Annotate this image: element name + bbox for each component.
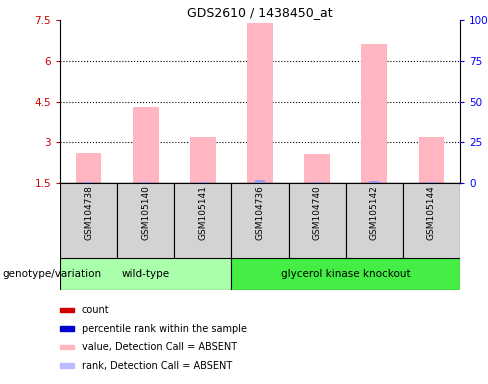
Bar bbox=[60, 183, 117, 258]
Text: GSM105142: GSM105142 bbox=[370, 185, 379, 240]
Text: GSM105140: GSM105140 bbox=[141, 185, 150, 240]
Bar bbox=[198, 182, 208, 183]
Text: value, Detection Call = ABSENT: value, Detection Call = ABSENT bbox=[82, 342, 237, 352]
Bar bbox=[255, 180, 265, 183]
Bar bbox=[60, 308, 74, 313]
Bar bbox=[247, 23, 273, 183]
Text: genotype/variation: genotype/variation bbox=[2, 269, 101, 279]
Text: GSM105144: GSM105144 bbox=[427, 185, 436, 240]
Bar bbox=[60, 345, 74, 349]
Bar bbox=[60, 363, 74, 368]
Text: GSM105141: GSM105141 bbox=[198, 185, 207, 240]
Text: count: count bbox=[82, 305, 110, 315]
Bar bbox=[231, 183, 288, 258]
Text: wild-type: wild-type bbox=[122, 269, 170, 279]
Bar bbox=[133, 107, 159, 183]
Title: GDS2610 / 1438450_at: GDS2610 / 1438450_at bbox=[187, 6, 333, 19]
Bar bbox=[83, 182, 94, 183]
Bar bbox=[190, 137, 216, 183]
Text: percentile rank within the sample: percentile rank within the sample bbox=[82, 324, 247, 334]
Bar bbox=[346, 183, 403, 258]
Text: GSM104736: GSM104736 bbox=[256, 185, 264, 240]
Bar bbox=[362, 45, 387, 183]
Bar bbox=[76, 153, 102, 183]
Bar bbox=[231, 258, 460, 290]
Text: rank, Detection Call = ABSENT: rank, Detection Call = ABSENT bbox=[82, 361, 232, 371]
Bar bbox=[305, 154, 330, 183]
Bar bbox=[174, 183, 231, 258]
Bar bbox=[117, 183, 174, 258]
Bar bbox=[427, 182, 437, 183]
Bar bbox=[403, 183, 460, 258]
Bar bbox=[312, 182, 322, 183]
Bar bbox=[60, 326, 74, 331]
Bar bbox=[60, 258, 231, 290]
Text: glycerol kinase knockout: glycerol kinase knockout bbox=[281, 269, 410, 279]
Bar bbox=[369, 181, 380, 183]
Bar bbox=[419, 137, 444, 183]
Text: GSM104740: GSM104740 bbox=[313, 185, 322, 240]
Text: GSM104738: GSM104738 bbox=[84, 185, 93, 240]
Bar bbox=[141, 182, 151, 183]
Bar bbox=[288, 183, 346, 258]
